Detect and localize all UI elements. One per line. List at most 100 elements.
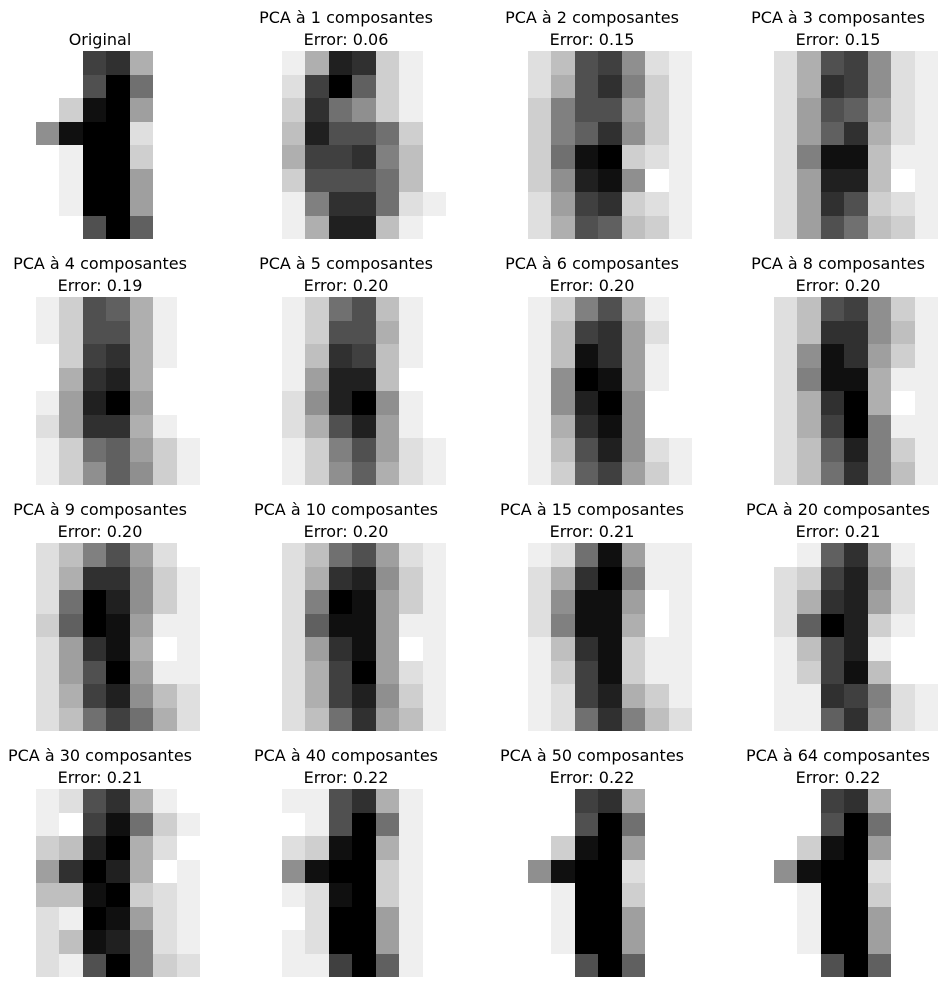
pixel-cell	[106, 414, 130, 438]
pixel-cell	[645, 320, 669, 344]
pixel-cell	[797, 789, 821, 813]
pixel-cell	[645, 906, 669, 930]
pixel-cell	[59, 566, 83, 590]
pixel-cell	[328, 192, 352, 216]
pixel-cell	[176, 461, 200, 485]
pixel-cell	[305, 414, 329, 438]
pixel-cell	[551, 145, 575, 169]
pixel-cell	[422, 953, 446, 977]
pixel-cell	[352, 613, 376, 637]
pixel-cell	[867, 438, 891, 462]
pixel-cell	[129, 543, 153, 567]
pixel-cell	[621, 566, 645, 590]
digit-image	[750, 543, 938, 731]
pixel-cell	[820, 438, 844, 462]
pixel-cell	[750, 883, 774, 907]
digit-panel: Original	[0, 0, 200, 240]
pixel-cell	[527, 320, 551, 344]
pixel-cell	[504, 391, 528, 415]
pixel-cell	[375, 812, 399, 836]
pixel-cell	[844, 414, 868, 438]
pixel-cell	[891, 684, 915, 708]
pixel-cell	[551, 320, 575, 344]
pixel-cell	[258, 543, 282, 567]
pixel-cell	[867, 590, 891, 614]
pixel-cell	[176, 660, 200, 684]
pixel-cell	[12, 953, 36, 977]
pixel-cell	[551, 391, 575, 415]
pixel-cell	[106, 906, 130, 930]
pixel-cell	[621, 121, 645, 145]
pixel-cell	[504, 543, 528, 567]
pixel-cell	[35, 637, 59, 661]
pixel-cell	[176, 789, 200, 813]
pixel-cell	[750, 859, 774, 883]
pixel-cell	[574, 215, 598, 239]
pixel-cell	[422, 461, 446, 485]
pixel-cell	[574, 637, 598, 661]
pixel-cell	[176, 320, 200, 344]
pixel-cell	[422, 320, 446, 344]
pixel-cell	[797, 543, 821, 567]
pixel-cell	[258, 953, 282, 977]
pixel-cell	[176, 953, 200, 977]
pixel-cell	[820, 320, 844, 344]
pixel-cell	[867, 344, 891, 368]
pixel-cell	[35, 98, 59, 122]
pixel-cell	[750, 51, 774, 75]
pixel-cell	[422, 192, 446, 216]
pixel-cell	[914, 320, 938, 344]
pixel-cell	[551, 414, 575, 438]
pixel-cell	[668, 613, 692, 637]
pixel-cell	[153, 367, 177, 391]
pixel-cell	[574, 51, 598, 75]
pixel-cell	[106, 344, 130, 368]
digit-image	[750, 297, 938, 485]
pixel-cell	[399, 367, 423, 391]
pixel-cell	[797, 391, 821, 415]
pixel-cell	[153, 836, 177, 860]
panel-subtitle: Error: 0.15	[549, 30, 635, 49]
pixel-cell	[305, 707, 329, 731]
pixel-cell	[820, 637, 844, 661]
pixel-cell	[82, 543, 106, 567]
pixel-cell	[35, 391, 59, 415]
pixel-cell	[621, 590, 645, 614]
pixel-cell	[422, 930, 446, 954]
pixel-cell	[527, 297, 551, 321]
pixel-cell	[153, 320, 177, 344]
pixel-cell	[328, 637, 352, 661]
pixel-cell	[551, 51, 575, 75]
panel-subtitle: Error: 0.19	[57, 276, 143, 295]
pixel-cell	[598, 367, 622, 391]
pixel-cell	[574, 684, 598, 708]
pixel-cell	[668, 637, 692, 661]
pixel-cell	[797, 953, 821, 977]
pixel-cell	[551, 637, 575, 661]
pixel-cell	[352, 215, 376, 239]
pixel-cell	[106, 789, 130, 813]
pixel-cell	[352, 51, 376, 75]
pixel-cell	[504, 566, 528, 590]
pixel-cell	[527, 344, 551, 368]
pixel-cell	[399, 320, 423, 344]
pixel-cell	[258, 320, 282, 344]
pixel-cell	[399, 836, 423, 860]
pixel-cell	[176, 98, 200, 122]
pixel-cell	[773, 883, 797, 907]
pixel-cell	[527, 953, 551, 977]
pixel-cell	[35, 121, 59, 145]
pixel-cell	[82, 836, 106, 860]
pixel-cell	[645, 215, 669, 239]
pixel-cell	[129, 192, 153, 216]
pixel-cell	[891, 836, 915, 860]
pixel-cell	[621, 168, 645, 192]
pixel-cell	[35, 414, 59, 438]
pixel-cell	[328, 859, 352, 883]
pixel-cell	[59, 684, 83, 708]
pixel-cell	[281, 930, 305, 954]
pixel-cell	[281, 215, 305, 239]
pixel-cell	[527, 215, 551, 239]
pixel-cell	[820, 812, 844, 836]
pixel-cell	[129, 320, 153, 344]
